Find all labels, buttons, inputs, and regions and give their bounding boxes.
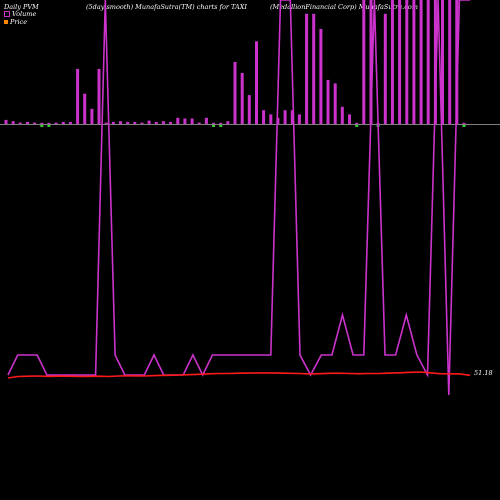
volume-bar bbox=[169, 121, 173, 124]
volume-bar bbox=[383, 13, 387, 124]
volume-bar bbox=[140, 122, 144, 124]
volume-swatch-icon bbox=[4, 11, 10, 17]
legend-price: Price bbox=[4, 18, 27, 26]
volume-bar bbox=[11, 121, 15, 124]
volume-bar bbox=[355, 122, 359, 124]
volume-tick bbox=[355, 125, 359, 127]
volume-bar bbox=[426, 0, 430, 124]
volume-bar bbox=[255, 41, 258, 124]
volume-bar bbox=[319, 28, 323, 124]
volume-bar bbox=[61, 121, 65, 124]
volume-bar bbox=[176, 117, 180, 124]
volume-bar bbox=[326, 79, 330, 124]
volume-bar bbox=[419, 0, 423, 124]
volume-bar bbox=[190, 118, 194, 124]
volume-bar bbox=[247, 95, 251, 124]
volume-bar bbox=[233, 62, 237, 124]
volume-bar bbox=[362, 0, 366, 124]
volume-tick bbox=[212, 125, 215, 127]
volume-bar bbox=[4, 119, 8, 124]
volume-bar bbox=[111, 121, 115, 124]
volume-bar bbox=[348, 114, 351, 124]
volume-bar bbox=[33, 122, 37, 124]
volume-bar bbox=[47, 122, 51, 124]
volume-tick bbox=[462, 125, 466, 127]
legend-price-label: Price bbox=[10, 18, 28, 26]
volume-bar bbox=[333, 83, 337, 124]
volume-bar bbox=[455, 0, 459, 124]
volume-bar bbox=[240, 73, 244, 124]
volume-bar bbox=[369, 0, 373, 124]
volume-bar bbox=[390, 0, 394, 124]
volume-bar bbox=[462, 122, 466, 124]
volume-tick bbox=[40, 125, 44, 127]
volume-bar bbox=[297, 114, 301, 124]
volume-bar bbox=[204, 117, 208, 124]
volume-bar bbox=[68, 121, 72, 124]
volume-bars bbox=[4, 0, 466, 127]
volume-bar bbox=[26, 121, 29, 124]
volume-bar bbox=[126, 121, 130, 124]
volume-bar bbox=[83, 93, 87, 124]
volume-bar bbox=[290, 110, 294, 124]
pvm-line bbox=[7, 0, 470, 396]
volume-tick bbox=[47, 125, 51, 127]
last-price-label: 51.18 bbox=[474, 369, 493, 377]
volume-bar bbox=[133, 121, 137, 124]
volume-bar bbox=[226, 121, 230, 124]
volume-bar bbox=[448, 0, 452, 124]
volume-bar bbox=[18, 122, 22, 124]
volume-bar bbox=[183, 118, 187, 124]
volume-bar bbox=[405, 0, 409, 124]
volume-bar bbox=[305, 13, 309, 124]
volume-bar bbox=[269, 114, 273, 124]
price-line bbox=[7, 371, 471, 379]
volume-bar bbox=[90, 108, 94, 124]
company-name: (MedallionFinancial Corp) MunafaSutra.co… bbox=[270, 3, 418, 11]
volume-bar bbox=[262, 110, 266, 124]
volume-bar bbox=[40, 122, 44, 124]
legend-volume-label: Volume bbox=[12, 10, 37, 18]
volume-bar bbox=[161, 121, 165, 124]
volume-bar bbox=[441, 0, 444, 124]
volume-bar bbox=[54, 122, 58, 124]
volume-bar bbox=[154, 121, 158, 124]
price-swatch-icon bbox=[4, 20, 8, 24]
volume-bar bbox=[119, 121, 122, 124]
volume-bar bbox=[76, 68, 80, 124]
volume-bar bbox=[340, 106, 344, 124]
volume-bar bbox=[104, 122, 108, 124]
volume-bar bbox=[283, 110, 287, 124]
volume-bar bbox=[197, 122, 201, 124]
volume-bar bbox=[312, 13, 316, 124]
volume-bar bbox=[219, 122, 223, 124]
chart-type-label: Daily PVM bbox=[4, 3, 39, 11]
volume-bar bbox=[433, 0, 437, 124]
legend-volume: Volume bbox=[4, 10, 36, 18]
volume-bar bbox=[412, 0, 416, 124]
volume-bar bbox=[398, 0, 402, 124]
chart-title: (5day smooth) MunafaSutra(TM) charts for… bbox=[86, 3, 247, 11]
volume-tick bbox=[219, 125, 223, 127]
volume-bar bbox=[147, 120, 151, 124]
volume-bar bbox=[97, 68, 101, 124]
volume-bar bbox=[212, 122, 215, 124]
